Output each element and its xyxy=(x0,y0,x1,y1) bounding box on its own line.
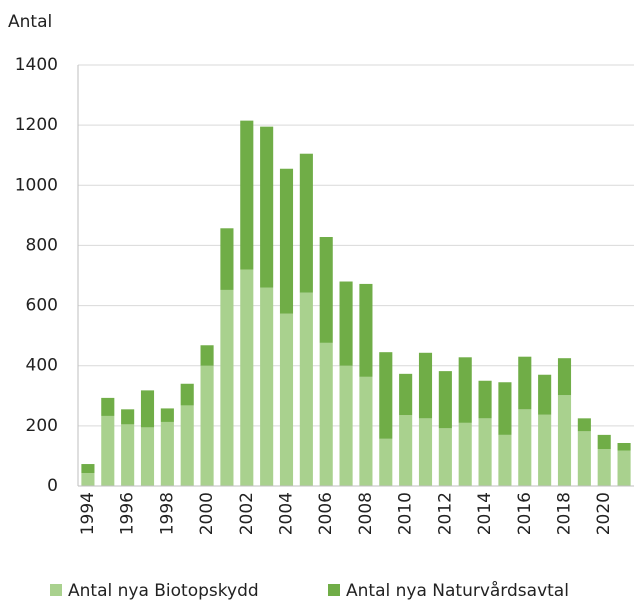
bar-segment xyxy=(518,409,532,486)
bar-segment xyxy=(518,356,532,410)
bar-segment xyxy=(260,287,274,486)
x-tick-label: 2000 xyxy=(197,492,217,535)
y-tick-label: 1200 xyxy=(15,115,58,135)
bar-segment xyxy=(220,228,234,290)
x-tick-label: 2020 xyxy=(594,492,614,535)
bar-segment xyxy=(418,352,433,419)
bar-segment xyxy=(319,237,333,343)
bar-segment xyxy=(577,431,591,486)
bar-segment xyxy=(160,421,174,486)
bar-segment xyxy=(180,405,194,486)
bar-segment xyxy=(260,126,274,288)
x-tick-label: 2006 xyxy=(316,492,336,535)
bar-segment xyxy=(279,313,294,486)
y-axis-label: Antal xyxy=(8,12,52,32)
bar-segment xyxy=(339,281,353,366)
bar-segment xyxy=(438,428,452,486)
bar-segment xyxy=(379,352,393,439)
bar-segment xyxy=(379,438,393,486)
y-tick-label: 1400 xyxy=(15,55,58,75)
bar-segment xyxy=(498,382,512,435)
x-tick-label: 2002 xyxy=(237,492,257,535)
bar-segment xyxy=(240,269,254,486)
bar-segment xyxy=(359,283,373,377)
x-tick-label: 2010 xyxy=(396,492,416,535)
bar-segment xyxy=(478,380,492,419)
x-tick-label: 2018 xyxy=(555,492,575,535)
bar-segment xyxy=(319,342,333,486)
bar-segment xyxy=(597,449,611,486)
bar-segment xyxy=(577,418,591,432)
bar-segment xyxy=(458,422,472,486)
y-tick-label: 200 xyxy=(26,416,58,436)
bar-segment xyxy=(478,418,492,486)
bar-segment xyxy=(538,374,552,415)
bar-segment xyxy=(557,358,572,396)
bar-segment xyxy=(438,371,452,429)
legend-swatch xyxy=(328,584,340,596)
y-tick-label: 1000 xyxy=(15,175,58,195)
bar-segment xyxy=(339,365,353,486)
bar-segment xyxy=(121,424,135,486)
bar-segment xyxy=(418,418,433,486)
x-tick-label: 2008 xyxy=(356,492,376,535)
y-tick-label: 800 xyxy=(26,235,58,255)
x-tick-label: 1998 xyxy=(157,492,177,535)
legend-label: Antal nya Naturvårdsavtal xyxy=(346,580,569,601)
y-tick-label: 600 xyxy=(26,296,58,316)
bar-segment xyxy=(279,168,294,314)
x-tick-label: 2016 xyxy=(515,492,535,535)
bar-segment xyxy=(299,153,313,293)
bar-segment xyxy=(399,415,413,486)
bar-segment xyxy=(81,473,95,486)
bar-segment xyxy=(140,427,155,486)
bar-segment xyxy=(140,390,155,428)
bar-segment xyxy=(200,365,214,486)
legend-label: Antal nya Biotopskydd xyxy=(68,581,259,601)
x-tick-label: 1994 xyxy=(78,492,98,535)
bar-segment xyxy=(180,383,194,406)
bar-segment xyxy=(200,345,214,366)
bar-segment xyxy=(121,409,135,425)
bar-segment xyxy=(399,373,413,416)
x-tick-label: 1996 xyxy=(118,492,138,535)
bar-segment xyxy=(557,395,572,486)
bar-segment xyxy=(101,415,115,486)
y-tick-label: 400 xyxy=(26,356,58,376)
bar-segment xyxy=(240,120,254,270)
bar-segment xyxy=(498,434,512,486)
bar-segment xyxy=(597,434,611,450)
legend-swatch xyxy=(50,584,62,596)
x-tick-label: 2004 xyxy=(277,492,297,535)
bar-segment xyxy=(617,450,631,486)
bar-segment xyxy=(101,397,115,416)
bar-segment xyxy=(359,376,373,486)
x-tick-label: 2012 xyxy=(435,492,455,535)
x-tick-label: 2014 xyxy=(475,492,495,535)
y-tick-label: 0 xyxy=(47,476,58,496)
bar-segment xyxy=(538,414,552,486)
bar-segment xyxy=(299,292,313,486)
bar-segment xyxy=(220,289,234,486)
bar-segment xyxy=(81,464,95,474)
bar-segment xyxy=(617,442,631,451)
bar-segment xyxy=(160,408,174,422)
bar-segment xyxy=(458,357,472,423)
